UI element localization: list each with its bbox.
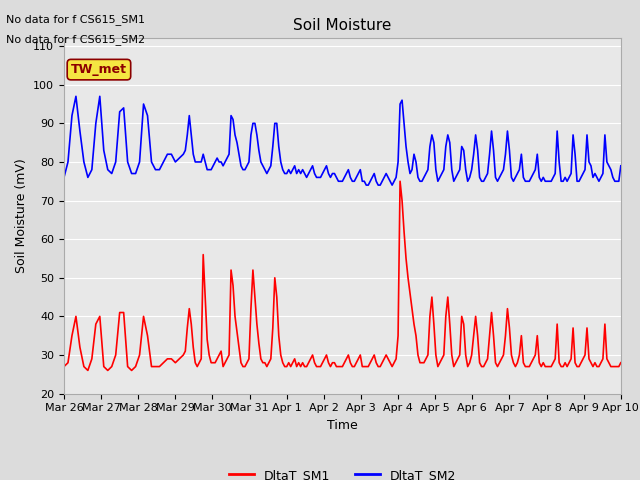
DltaT_SM1 bbox=[617, 360, 625, 366]
Text: No data for f CS615_SM2: No data for f CS615_SM2 bbox=[6, 34, 145, 45]
DltaT_SM2 bbox=[349, 179, 356, 184]
DltaT_SM1 bbox=[60, 364, 68, 370]
DltaT_SM1 bbox=[460, 321, 468, 327]
DltaT_SM2 bbox=[60, 175, 68, 180]
DltaT_SM2 bbox=[72, 94, 80, 99]
Text: No data for f CS615_SM1: No data for f CS615_SM1 bbox=[6, 14, 145, 25]
Legend: DltaT_SM1, DltaT_SM2: DltaT_SM1, DltaT_SM2 bbox=[223, 464, 461, 480]
X-axis label: Time: Time bbox=[327, 419, 358, 432]
Line: DltaT_SM1: DltaT_SM1 bbox=[64, 181, 621, 371]
DltaT_SM2 bbox=[617, 163, 625, 168]
DltaT_SM2 bbox=[424, 167, 432, 172]
DltaT_SM2 bbox=[460, 147, 468, 153]
DltaT_SM1 bbox=[498, 356, 506, 362]
DltaT_SM1 bbox=[349, 364, 356, 370]
Line: DltaT_SM2: DltaT_SM2 bbox=[64, 96, 621, 185]
DltaT_SM1 bbox=[396, 179, 404, 184]
DltaT_SM2 bbox=[418, 179, 426, 184]
Text: TW_met: TW_met bbox=[71, 63, 127, 76]
DltaT_SM2 bbox=[362, 182, 370, 188]
DltaT_SM1 bbox=[424, 352, 432, 358]
DltaT_SM1 bbox=[418, 360, 426, 366]
Title: Soil Moisture: Soil Moisture bbox=[293, 18, 392, 33]
DltaT_SM2 bbox=[317, 175, 324, 180]
DltaT_SM1 bbox=[84, 368, 92, 373]
DltaT_SM2 bbox=[498, 171, 506, 177]
DltaT_SM1 bbox=[317, 364, 324, 370]
Y-axis label: Soil Moisture (mV): Soil Moisture (mV) bbox=[15, 158, 28, 274]
